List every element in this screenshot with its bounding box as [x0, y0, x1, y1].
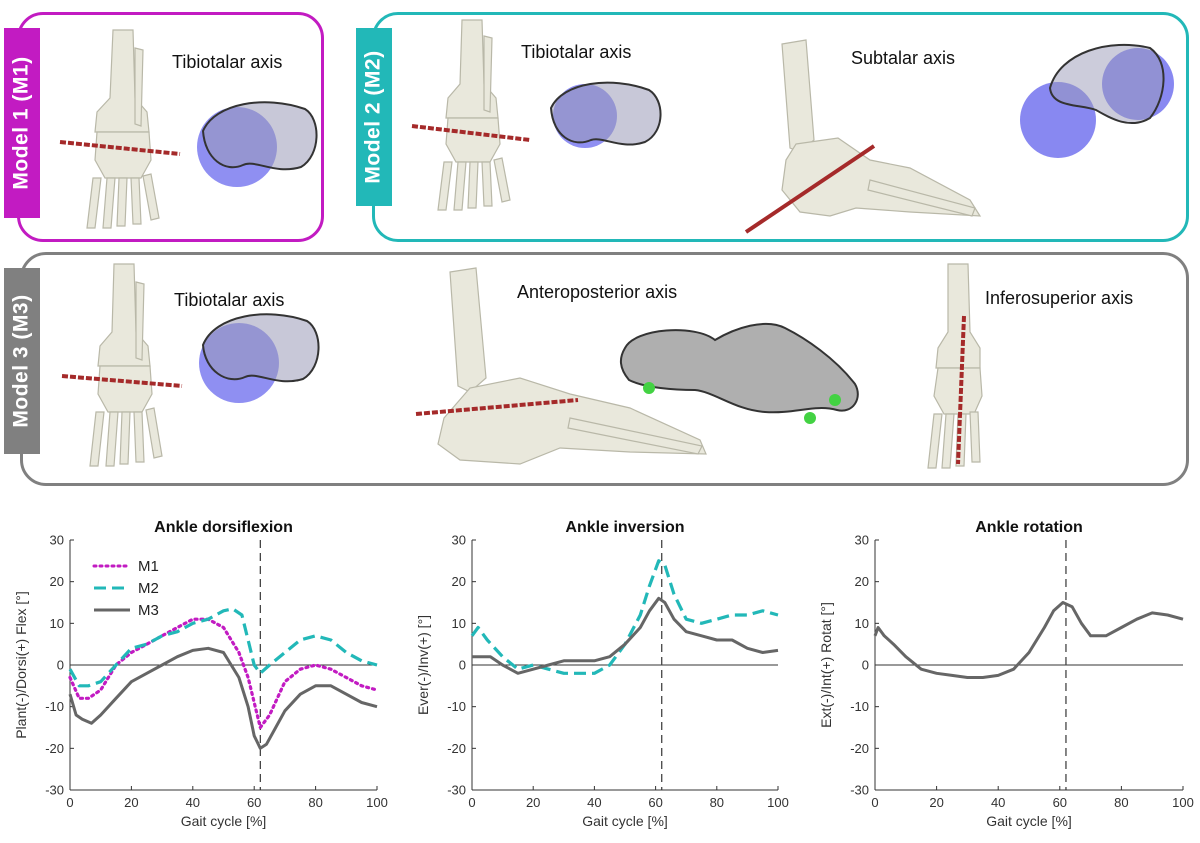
series-line-m3: [873, 601, 1184, 679]
model3-marker-heel: [643, 382, 655, 394]
x-tick-label: 0: [66, 795, 73, 810]
model2-tag: Model 2 (M2): [356, 28, 392, 206]
model2-foot-lateral-illustration: [781, 39, 982, 217]
x-axis-label: Gait cycle [%]: [181, 813, 267, 829]
y-tick-label: 0: [862, 658, 869, 673]
ankle-rotation-chart: Ankle rotation -30 -20 -10 0 10 20 30 0 20 40 60 80 1…: [818, 519, 1194, 829]
y-tick-label: -10: [850, 699, 869, 714]
x-axis-label: Gait cycle [%]: [986, 813, 1072, 829]
x-tick-label: 0: [871, 795, 878, 810]
y-tick-label: 10: [452, 616, 466, 631]
x-tick-label: 40: [991, 795, 1005, 810]
model3-marker-first-met: [829, 394, 841, 406]
model1-tag-label: Model 1 (M1): [10, 56, 34, 190]
x-tick-label: 60: [1053, 795, 1067, 810]
model2-subtalar-axis-line: [744, 144, 876, 234]
x-tick-label: 20: [124, 795, 138, 810]
y-tick-label: 20: [855, 574, 869, 589]
y-tick-label: 0: [57, 658, 64, 673]
y-axis-label: Plant(-)/Dorsi(+) Flex [°]: [13, 591, 29, 739]
y-tick-label: -10: [45, 699, 64, 714]
y-tick-label: -20: [45, 741, 64, 756]
y-tick-label: 10: [50, 616, 64, 631]
x-tick-label: 20: [929, 795, 943, 810]
model2-subtalar-label: Subtalar axis: [851, 48, 956, 68]
series-line-m3: [472, 596, 779, 675]
x-tick-label: 80: [308, 795, 322, 810]
y-tick-label: 0: [459, 658, 466, 673]
x-tick-label: 40: [587, 795, 601, 810]
model3-anteroposterior-label: Anteroposterior axis: [517, 282, 678, 302]
y-tick-label: -30: [447, 783, 466, 798]
y-tick-label: -20: [850, 741, 869, 756]
ankle-dorsiflexion-chart: Ankle dorsiflexion -30 -20 -10 0 10 20 30 0 20 40 6…: [13, 519, 388, 829]
x-tick-label: 60: [247, 795, 261, 810]
series-line-m1: [68, 617, 379, 730]
model1-tibiotalar-label: Tibiotalar axis: [172, 52, 283, 72]
model1-talus-sphere-illustration: [197, 101, 318, 187]
y-tick-label: 20: [50, 574, 64, 589]
x-tick-label: 20: [526, 795, 540, 810]
y-tick-label: 30: [50, 533, 64, 548]
series-line-m2: [470, 559, 779, 675]
ankle-inversion-chart: Ankle inversion -30 -20 -10 0 10 20 30 0 20 40 60 80…: [415, 519, 789, 829]
model2-talus-sphere-illustration: [549, 81, 662, 148]
chart-title: Ankle rotation: [975, 519, 1083, 536]
x-tick-label: 60: [648, 795, 662, 810]
model3-foot-front-illustration: [927, 263, 983, 469]
legend-label-m2: M2: [138, 580, 159, 597]
model2-tibiotalar-label: Tibiotalar axis: [521, 42, 632, 62]
series-line-m2: [68, 607, 378, 688]
x-tick-label: 40: [186, 795, 200, 810]
model3-foot-lateral-illustration: [437, 267, 707, 465]
x-tick-label: 100: [1172, 795, 1194, 810]
x-tick-label: 80: [1114, 795, 1128, 810]
model1-ankle-front-illustration: [86, 29, 160, 229]
x-tick-label: 100: [767, 795, 789, 810]
model3-inferosuperior-label: Inferosuperior axis: [985, 288, 1134, 308]
y-tick-label: -20: [447, 741, 466, 756]
y-tick-label: -30: [45, 783, 64, 798]
model3-foot-bones-markers-illustration: [619, 323, 859, 424]
model2-subtalar-spheres-illustration: [1020, 43, 1174, 158]
x-tick-label: 80: [710, 795, 724, 810]
y-axis-label: Ext(-)/Int(+) Rotat [°]: [818, 602, 834, 728]
y-tick-label: 30: [855, 533, 869, 548]
chart-title: Ankle inversion: [565, 519, 684, 536]
model1-tag: Model 1 (M1): [4, 28, 40, 218]
model3-anteroposterior-axis-line: [415, 398, 579, 416]
model1-tibiotalar-axis-line: [59, 140, 181, 156]
model2-ankle-front-illustration: [437, 19, 511, 211]
y-tick-label: 10: [855, 616, 869, 631]
legend-label-m3: M3: [138, 602, 159, 619]
x-tick-label: 0: [468, 795, 475, 810]
y-tick-label: 20: [452, 574, 466, 589]
model2-tibiotalar-axis-line: [411, 124, 531, 142]
legend-label-m1: M1: [138, 558, 159, 575]
model3-tag-label: Model 3 (M3): [10, 294, 34, 428]
x-tick-label: 100: [366, 795, 388, 810]
model3-marker-fifth-met: [804, 412, 816, 424]
model3-tag: Model 3 (M3): [4, 268, 40, 454]
model3-tibiotalar-axis-line: [61, 374, 183, 388]
y-tick-label: 30: [452, 533, 466, 548]
chart-title: Ankle dorsiflexion: [154, 519, 293, 536]
model3-tibiotalar-label: Tibiotalar axis: [174, 290, 285, 310]
model3-talus-sphere-illustration: [199, 313, 320, 403]
y-tick-label: -10: [447, 699, 466, 714]
model3-inferosuperior-axis-line: [956, 315, 966, 465]
x-axis-label: Gait cycle [%]: [582, 813, 668, 829]
model3-ankle-front-illustration: [89, 263, 163, 467]
model2-tag-label: Model 2 (M2): [362, 50, 386, 184]
y-tick-label: -30: [850, 783, 869, 798]
y-axis-label: Ever(-)/Inv(+) [°]: [415, 615, 431, 715]
series-line-m3: [68, 646, 378, 750]
